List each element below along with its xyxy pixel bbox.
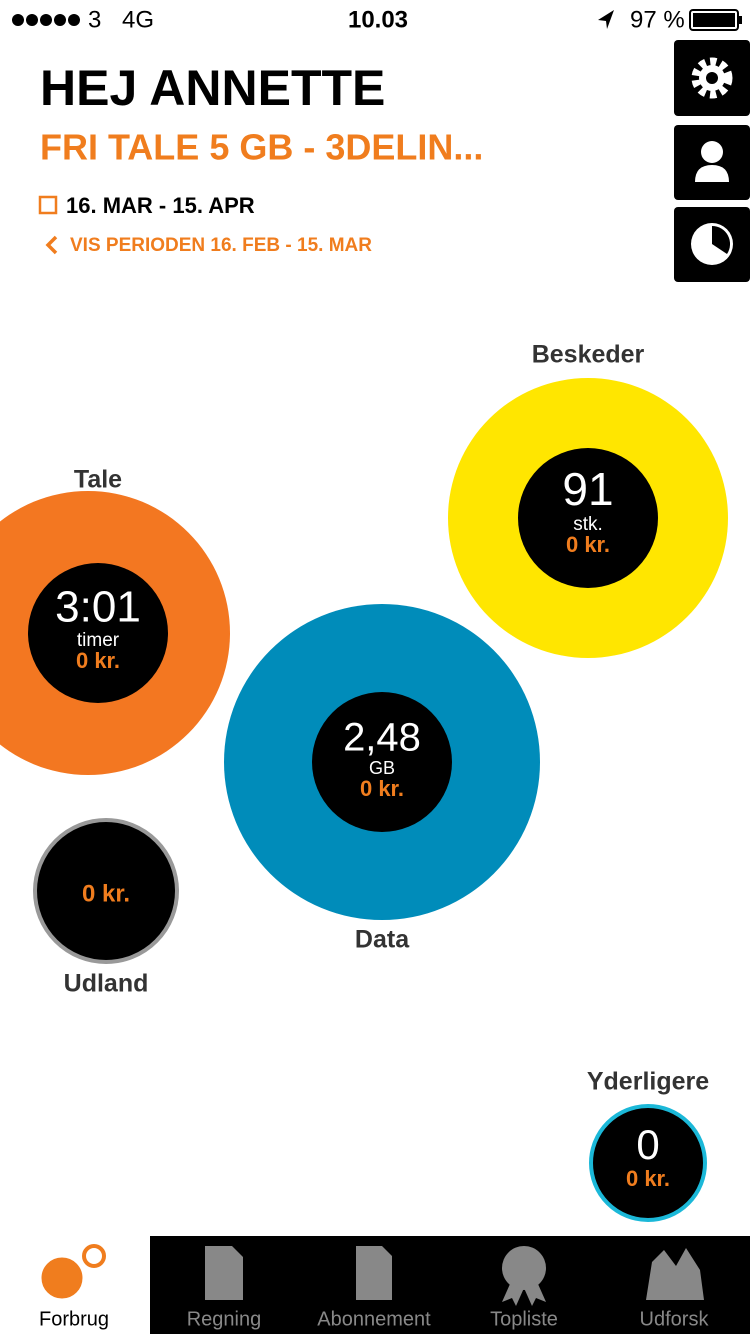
bubble-unit: stk. [573,514,603,535]
tab-icon-dot [82,1244,106,1268]
tab-icon [646,1248,704,1300]
network: 4G [122,6,154,33]
bubble-value: 2,48 [343,716,421,760]
bubble-unit: timer [77,630,120,651]
tab-icon [502,1246,546,1290]
bubble-cost: 0 kr. [360,776,404,801]
battery-level [693,13,735,27]
usage-bubbles: Beskeder 91 stk. 0 kr. Tale 3:01 timer 0… [0,341,728,1222]
bubble-label: Beskeder [532,341,645,369]
gear-hole [706,72,718,84]
bubble-core [518,448,658,588]
tab-icon-ring [41,1257,83,1299]
signal-dots [12,14,80,26]
time: 10.03 [348,6,408,33]
tab-icon-ribbon [502,1284,546,1306]
profile-head [701,141,723,163]
bubble-cost: 0 kr. [626,1166,670,1191]
bubble-value: 0 [636,1121,659,1168]
gear-teeth [691,57,733,99]
tab-icon [205,1246,243,1300]
bubble-unit: GB [369,758,395,778]
pie-slice [712,225,731,254]
abroad-bubble[interactable] [33,818,179,964]
bubble-label: Tale [74,466,122,494]
bubble-cost: 0 kr. [76,648,120,673]
battery-icon [689,9,739,31]
plan-name[interactable]: FRI TALE 5 GB - 3DELIN... [40,127,483,168]
tab-icon [356,1246,392,1300]
previous-period-link[interactable]: VIS PERIODEN 16. FEB - 15. MAR [70,235,372,256]
bubble-label: Data [355,926,410,954]
bubble-core [28,563,168,703]
tab-label[interactable]: Regning [187,1308,262,1330]
bubble-value: 91 [562,463,613,515]
bubble-cost: 0 kr. [566,532,610,557]
location-icon [598,10,614,29]
battery-percent: 97 % [630,6,685,33]
tab-label[interactable]: Udforsk [640,1308,710,1330]
status-bar: 3 4G 10.03 97 % [12,6,742,33]
bubble-label: Yderligere [587,1068,709,1096]
back-chevron [45,235,58,255]
tab-label[interactable]: Forbrug [39,1308,109,1330]
bubble-core [312,692,452,832]
tab-label[interactable]: Topliste [490,1308,558,1330]
carrier: 3 [88,6,101,33]
period: 16. MAR - 15. APR [66,193,255,218]
greeting: HEJ ANNETTE [40,60,385,116]
battery-tip [739,16,742,24]
profile-body [695,165,729,182]
tab-icon [43,1259,81,1297]
side-buttons [674,40,750,282]
bubble-cost: 0 kr. [82,880,130,907]
tab-bar: Forbrug Regning Abonnement Topliste Udfo… [0,1236,750,1334]
tab-label[interactable]: Abonnement [317,1308,431,1330]
bubble-value: 3:01 [55,583,141,632]
bubble-label: Udland [64,970,149,998]
calendar-icon [38,195,58,215]
extra-bubble[interactable] [589,1104,707,1222]
